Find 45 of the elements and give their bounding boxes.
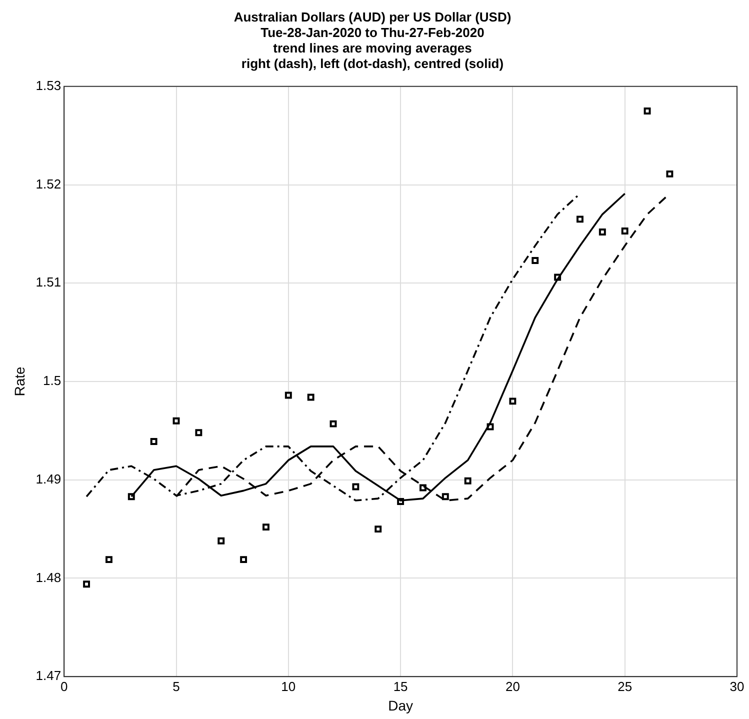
point [284, 392, 292, 399]
point [486, 423, 494, 430]
x-tick-label: 30 [730, 678, 744, 694]
x-tick-label: 25 [618, 678, 632, 694]
point [420, 484, 426, 492]
point [172, 417, 180, 424]
x-tick-label: 15 [393, 678, 408, 694]
point [644, 108, 651, 114]
x-tick-label: 5 [172, 678, 180, 694]
point [598, 228, 606, 236]
point [352, 483, 360, 490]
point [150, 438, 158, 445]
point [464, 477, 472, 484]
point [307, 394, 314, 401]
point [532, 257, 539, 264]
chart-title: Australian Dollars (AUD) per US Dollar (USD) [234, 9, 512, 24]
point [330, 420, 337, 428]
point [554, 274, 562, 281]
point [442, 493, 449, 500]
point [83, 580, 90, 588]
x-tick-label: 10 [281, 678, 296, 694]
point [621, 228, 628, 234]
point [576, 216, 584, 223]
point [262, 524, 270, 531]
y-tick-label: 1.5 [43, 373, 62, 388]
chart-subtitle: Tue-28-Jan-2020 to Thu-27-Feb-2020 trend lines are moving averages right (dash), left (dot-dash), centred (solid) [241, 24, 504, 72]
point [128, 493, 135, 500]
point [218, 537, 225, 544]
y-tick-label: 1.51 [36, 274, 62, 290]
point [374, 526, 382, 533]
x-tick-label: 0 [60, 678, 68, 694]
y-tick-label: 1.53 [36, 78, 62, 93]
y-tick-label: 1.52 [36, 176, 62, 192]
point [240, 556, 248, 564]
x-tick-label: 20 [505, 678, 520, 694]
point [195, 429, 202, 436]
point [105, 556, 112, 564]
y-tick-label: 1.49 [36, 471, 62, 486]
x-axis-title: Day [388, 697, 414, 714]
point [509, 398, 516, 405]
y-axis-title: Rate [11, 366, 28, 396]
y-tick-label: 1.48 [36, 570, 62, 585]
point [397, 498, 404, 505]
y-tick-label: 1.47 [36, 668, 62, 684]
point [666, 170, 674, 178]
